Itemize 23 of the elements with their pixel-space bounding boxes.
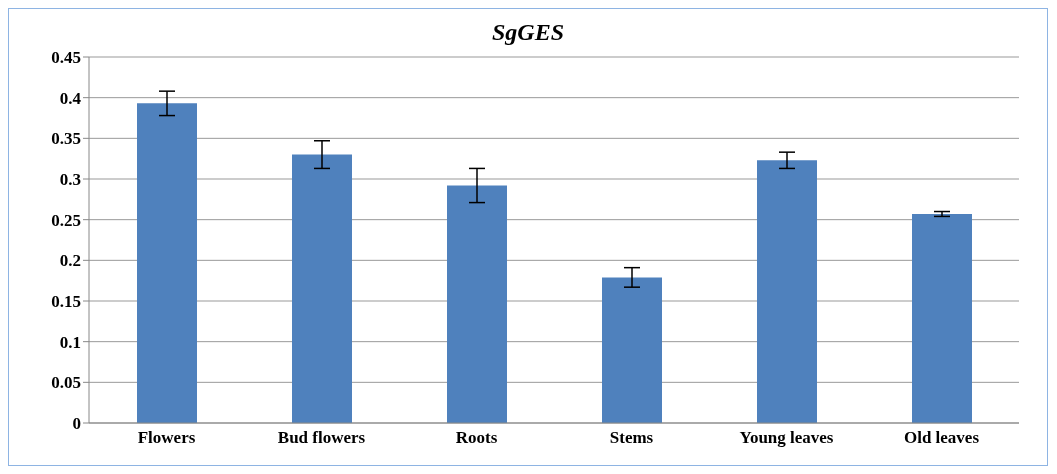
bar (292, 154, 352, 423)
bar (757, 160, 817, 423)
y-tick-label: 0.2 (59, 251, 81, 271)
y-tick-label: 0.15 (51, 292, 81, 312)
x-tick-label: Stems (609, 428, 654, 448)
bar (602, 277, 662, 423)
y-tick-label: 0.3 (59, 170, 81, 190)
y-tick-label: 0 (72, 414, 81, 434)
x-tick-label: Bud flowers (277, 428, 366, 448)
y-tick-label: 0.4 (59, 88, 82, 108)
y-tick-label: 0.45 (51, 48, 81, 68)
y-tick-label: 0.25 (51, 210, 81, 230)
x-tick-label: Young leaves (739, 428, 834, 448)
y-tick-label: 0.35 (51, 129, 81, 149)
chart-title: SgGES (490, 19, 565, 47)
x-tick-label: Flowers (137, 428, 196, 448)
x-tick-label: Old leaves (903, 428, 980, 448)
x-tick-label: Roots (455, 428, 498, 448)
bar (447, 185, 507, 423)
bar (137, 103, 197, 423)
y-tick-label: 0.05 (51, 373, 81, 393)
y-tick-label: 0.1 (59, 332, 81, 352)
bar (912, 213, 972, 423)
